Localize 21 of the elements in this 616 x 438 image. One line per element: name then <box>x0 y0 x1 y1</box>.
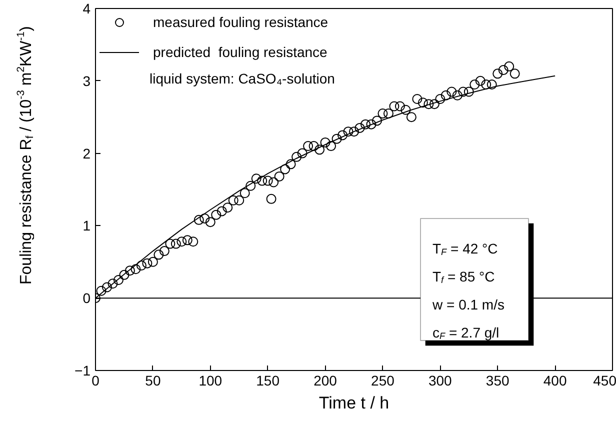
y-tick-label: −1 <box>74 362 91 378</box>
x-tick-label: 50 <box>145 372 161 388</box>
y-tick-label: 3 <box>82 72 91 89</box>
x-axis-title: Time t / h <box>318 394 390 412</box>
x-tick-label: 450 <box>593 372 616 388</box>
legend-label: predicted fouling resistance <box>153 44 328 60</box>
x-tick-label: 100 <box>198 372 222 388</box>
legend-label: measured fouling resistance <box>153 14 328 30</box>
x-tick-label: 200 <box>314 372 338 388</box>
x-tick-label: 150 <box>256 372 280 388</box>
annotation: w = 0.1 m/s <box>432 296 504 312</box>
y-tick-label: 4 <box>82 0 91 16</box>
y-tick-label: 2 <box>82 145 91 162</box>
x-tick-label: 250 <box>371 372 395 388</box>
x-tick-label: 400 <box>543 372 567 388</box>
y-tick-label: 0 <box>82 290 91 306</box>
y-tick-label: 1 <box>82 218 91 234</box>
x-tick-label: 300 <box>428 372 452 388</box>
text: Fouling resistance Rf / (10-3 m2KW-1) <box>16 26 36 284</box>
x-tick-label: 350 <box>486 372 510 388</box>
annotation: liquid system: CaSO₄-solution <box>150 70 335 86</box>
